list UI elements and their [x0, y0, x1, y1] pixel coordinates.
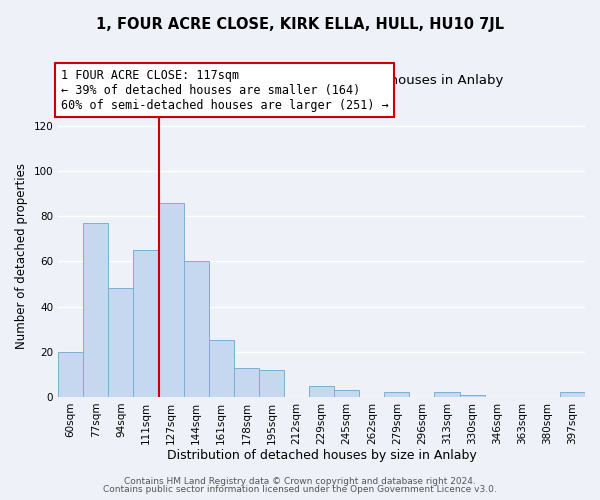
- Bar: [158, 202, 184, 397]
- Bar: [385, 392, 409, 397]
- Bar: [234, 368, 259, 397]
- Text: 1, FOUR ACRE CLOSE, KIRK ELLA, HULL, HU10 7JL: 1, FOUR ACRE CLOSE, KIRK ELLA, HULL, HU1…: [96, 18, 504, 32]
- Title: Size of property relative to detached houses in Anlaby: Size of property relative to detached ho…: [140, 74, 503, 87]
- Bar: [334, 390, 359, 397]
- Bar: [58, 352, 83, 397]
- X-axis label: Distribution of detached houses by size in Anlaby: Distribution of detached houses by size …: [167, 450, 476, 462]
- Y-axis label: Number of detached properties: Number of detached properties: [15, 162, 28, 348]
- Bar: [560, 392, 585, 397]
- Bar: [83, 223, 109, 397]
- Bar: [133, 250, 158, 397]
- Bar: [460, 394, 485, 397]
- Text: 1 FOUR ACRE CLOSE: 117sqm
← 39% of detached houses are smaller (164)
60% of semi: 1 FOUR ACRE CLOSE: 117sqm ← 39% of detac…: [61, 68, 389, 112]
- Bar: [209, 340, 234, 397]
- Bar: [109, 288, 133, 397]
- Bar: [259, 370, 284, 397]
- Bar: [184, 262, 209, 397]
- Text: Contains HM Land Registry data © Crown copyright and database right 2024.: Contains HM Land Registry data © Crown c…: [124, 478, 476, 486]
- Text: Contains public sector information licensed under the Open Government Licence v3: Contains public sector information licen…: [103, 484, 497, 494]
- Bar: [309, 386, 334, 397]
- Bar: [434, 392, 460, 397]
